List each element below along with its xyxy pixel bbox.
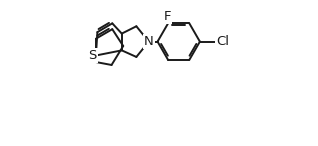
- Text: N: N: [144, 35, 154, 48]
- Text: S: S: [88, 49, 97, 62]
- Text: F: F: [164, 10, 171, 23]
- Text: Cl: Cl: [216, 35, 229, 48]
